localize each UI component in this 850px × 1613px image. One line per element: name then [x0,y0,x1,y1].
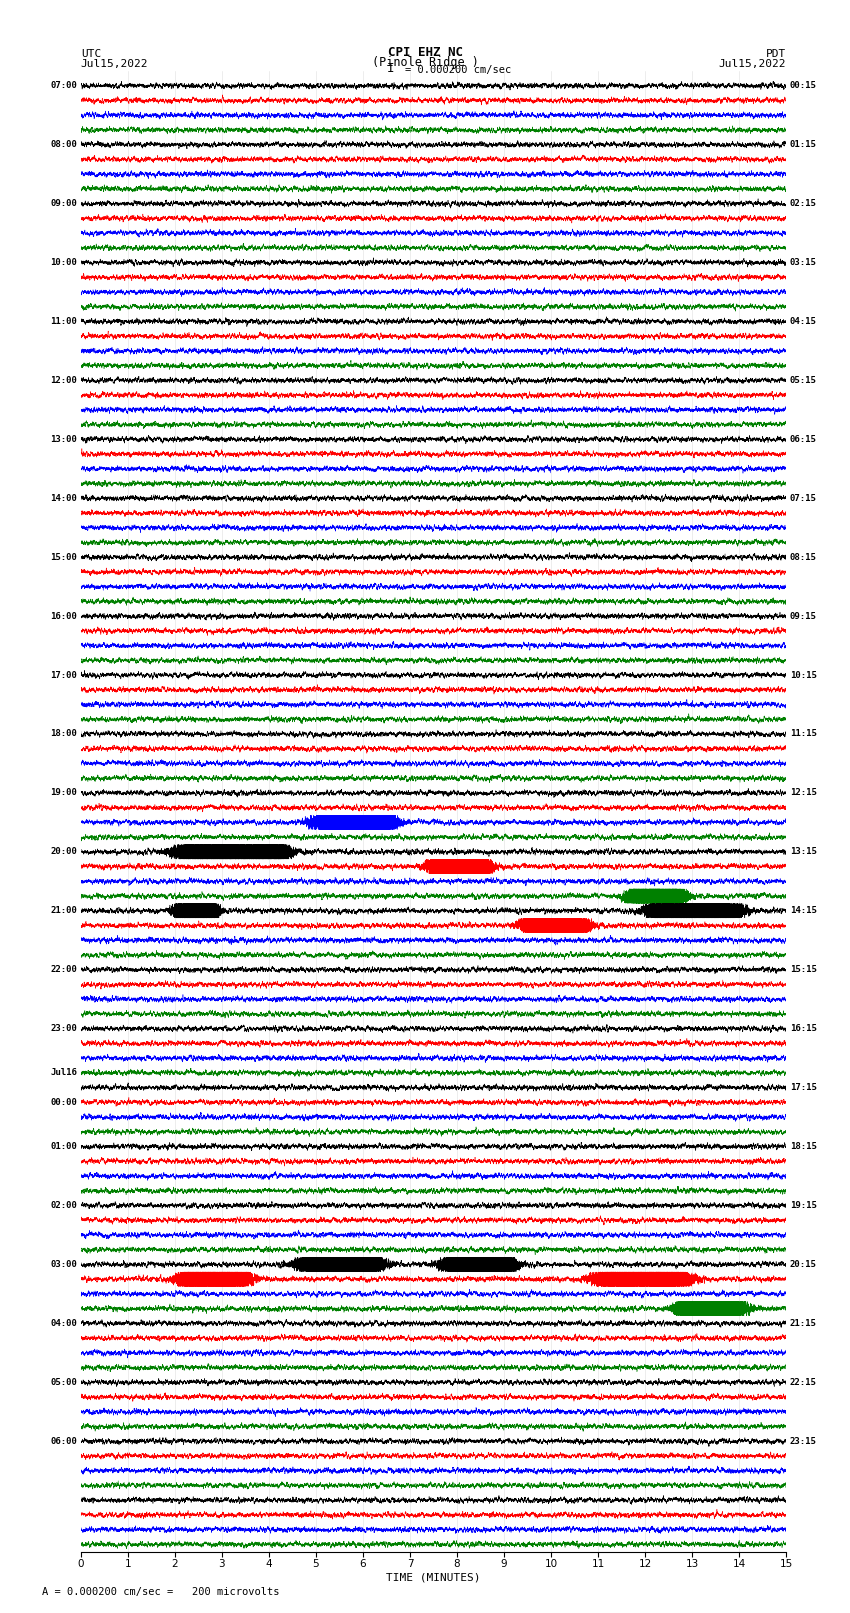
Text: 20:00: 20:00 [50,847,77,857]
Text: 02:00: 02:00 [50,1202,77,1210]
Text: 07:00: 07:00 [50,81,77,90]
Text: 11:00: 11:00 [50,316,77,326]
Text: 07:15: 07:15 [790,494,817,503]
Text: = 0.000200 cm/sec: = 0.000200 cm/sec [405,65,511,76]
Text: 08:00: 08:00 [50,140,77,148]
Text: 01:00: 01:00 [50,1142,77,1152]
Text: 02:15: 02:15 [790,198,817,208]
Text: 18:00: 18:00 [50,729,77,739]
Text: (Pinole Ridge ): (Pinole Ridge ) [371,56,479,69]
Text: PDT: PDT [766,48,786,58]
Text: 00:15: 00:15 [790,81,817,90]
Text: 14:15: 14:15 [790,907,817,915]
Text: Jul15,2022: Jul15,2022 [81,60,148,69]
X-axis label: TIME (MINUTES): TIME (MINUTES) [386,1573,481,1582]
Text: 09:15: 09:15 [790,611,817,621]
Text: 10:15: 10:15 [790,671,817,679]
Text: 15:15: 15:15 [790,965,817,974]
Text: 19:00: 19:00 [50,789,77,797]
Text: 06:15: 06:15 [790,436,817,444]
Text: 17:15: 17:15 [790,1082,817,1092]
Text: 00:00: 00:00 [50,1098,77,1107]
Text: CPI EHZ NC: CPI EHZ NC [388,45,462,58]
Text: 23:15: 23:15 [790,1437,817,1445]
Text: 12:00: 12:00 [50,376,77,386]
Text: 03:00: 03:00 [50,1260,77,1269]
Text: 22:15: 22:15 [790,1378,817,1387]
Text: A = 0.000200 cm/sec =   200 microvolts: A = 0.000200 cm/sec = 200 microvolts [42,1587,280,1597]
Text: 05:15: 05:15 [790,376,817,386]
Text: 20:15: 20:15 [790,1260,817,1269]
Text: 21:15: 21:15 [790,1319,817,1327]
Text: 13:15: 13:15 [790,847,817,857]
Text: 19:15: 19:15 [790,1202,817,1210]
Text: 16:00: 16:00 [50,611,77,621]
Text: 05:00: 05:00 [50,1378,77,1387]
Text: 13:00: 13:00 [50,436,77,444]
Text: 22:00: 22:00 [50,965,77,974]
Text: Jul16: Jul16 [50,1068,77,1077]
Text: 16:15: 16:15 [790,1024,817,1034]
Text: I: I [388,61,394,76]
Text: 14:00: 14:00 [50,494,77,503]
Text: 21:00: 21:00 [50,907,77,915]
Text: 18:15: 18:15 [790,1142,817,1152]
Text: 11:15: 11:15 [790,729,817,739]
Text: 10:00: 10:00 [50,258,77,268]
Text: 09:00: 09:00 [50,198,77,208]
Text: UTC: UTC [81,48,101,58]
Text: 08:15: 08:15 [790,553,817,561]
Text: 03:15: 03:15 [790,258,817,268]
Text: 01:15: 01:15 [790,140,817,148]
Text: 23:00: 23:00 [50,1024,77,1034]
Text: 12:15: 12:15 [790,789,817,797]
Text: 06:00: 06:00 [50,1437,77,1445]
Text: 04:00: 04:00 [50,1319,77,1327]
Text: 04:15: 04:15 [790,316,817,326]
Text: 17:00: 17:00 [50,671,77,679]
Text: Jul15,2022: Jul15,2022 [719,60,786,69]
Text: 15:00: 15:00 [50,553,77,561]
